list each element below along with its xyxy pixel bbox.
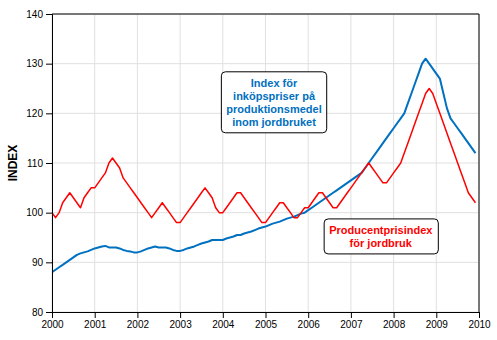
series-line	[52, 59, 475, 273]
x-axis-tick: 2003	[169, 312, 192, 330]
frame-right	[479, 14, 480, 312]
frame-top	[52, 14, 479, 15]
y-axis-tick-label: 90	[32, 257, 44, 268]
grid-line-x	[94, 14, 95, 312]
annotation-box	[324, 219, 438, 254]
annotation-line: för jordbruk	[350, 237, 413, 249]
x-axis-tick: 2001	[84, 312, 107, 330]
x-axis-tick: 2006	[298, 312, 321, 330]
grid-line-x	[350, 14, 351, 312]
annotation-box	[221, 72, 326, 133]
y-axis-tick: 100	[26, 207, 52, 218]
x-axis-tick-mark	[180, 312, 181, 318]
y-axis-tick-mark	[46, 262, 52, 263]
y-axis-tick: 120	[26, 108, 52, 119]
x-axis-tick-label: 2003	[169, 319, 192, 330]
x-axis-tick-mark	[436, 312, 437, 318]
x-axis: 2000 2001 2002 2003 2004 2005 2006 2007 2008 2009…	[41, 312, 491, 330]
x-axis-tick-label: 2000	[41, 319, 64, 330]
annotation: Producentprisindexför jordbruk	[324, 219, 438, 254]
lines	[52, 59, 475, 273]
y-axis-tick-mark	[46, 312, 52, 313]
y-axis-tick: 90	[32, 257, 52, 268]
annotation-line: Index för	[251, 77, 298, 89]
x-axis-tick-label: 2008	[383, 319, 406, 330]
annotation-line: inköpspriser på	[233, 90, 316, 102]
x-axis-tick: 2004	[212, 312, 235, 330]
x-axis-tick: 2000	[41, 312, 64, 330]
grid-line-x	[436, 14, 437, 312]
x-axis-tick: 2002	[127, 312, 150, 330]
y-axis-tick: 140	[26, 9, 52, 20]
x-axis-tick-label: 2010	[468, 319, 491, 330]
grid-line-x	[222, 14, 223, 312]
x-axis-tick: 2007	[340, 312, 363, 330]
x-axis-tick-mark	[394, 312, 395, 318]
x-axis-tick: 2008	[383, 312, 406, 330]
chart: 2000 2001 2002 2003 2004 2005 2006 2007 2008 2009…	[0, 0, 497, 340]
y-axis-tick-mark	[46, 64, 52, 65]
annotation-text: Index förinköpspriser påproduktionsmedel…	[226, 77, 321, 128]
y-axis-tick: 110	[27, 158, 52, 169]
y-axis-tick-mark	[46, 163, 52, 164]
x-axis-tick-mark	[95, 312, 96, 318]
y-axis-tick-label: 130	[26, 58, 43, 69]
grid-line-x	[393, 14, 394, 312]
grid-line-x	[308, 14, 309, 312]
annotation-line: produktionsmedel	[226, 103, 321, 115]
y-axis-line	[46, 15, 53, 313]
x-axis-tick-mark	[137, 312, 138, 318]
x-axis-tick: 2009	[426, 312, 449, 330]
grid-line-x	[479, 14, 480, 312]
y-axis-tick-label: 100	[26, 207, 43, 218]
series-line	[52, 89, 475, 223]
grid-line-x	[265, 14, 266, 312]
grid-line-x	[137, 14, 138, 312]
x-axis-tick-label: 2004	[212, 319, 235, 330]
y-axis-tick-mark	[46, 113, 52, 114]
plot-area: 2000 2001 2002 2003 2004 2005 2006 2007 2008 2009…	[26, 9, 491, 330]
x-axis-tick-label: 2007	[340, 319, 363, 330]
annotation: Index förinköpspriser påproduktionsmedel…	[221, 72, 326, 133]
grid	[52, 14, 479, 312]
y-axis: 80 90 100 110 120 130 140	[26, 9, 52, 318]
y-axis-tick-label: 120	[26, 108, 43, 119]
grid-line-x	[180, 14, 181, 312]
y-axis-tick-mark	[46, 213, 52, 214]
x-axis-tick: 2005	[255, 312, 278, 330]
x-axis-tick-mark	[266, 312, 267, 318]
annotation-line: Producentprisindex	[329, 224, 433, 236]
y-axis-tick: 130	[26, 58, 52, 69]
grid-line-y	[52, 14, 479, 15]
x-axis-tick-label: 2001	[84, 319, 107, 330]
x-axis-tick-mark	[223, 312, 224, 318]
x-axis-tick-mark	[308, 312, 309, 318]
x-axis-tick-label: 2009	[426, 319, 449, 330]
y-axis-tick-label: 110	[27, 158, 43, 169]
y-axis-tick-label: 80	[32, 307, 44, 318]
x-axis-tick-mark	[351, 312, 352, 318]
x-axis-tick-label: 2005	[255, 319, 278, 330]
x-axis-tick-label: 2002	[127, 319, 150, 330]
x-axis-tick: 2010	[468, 312, 491, 330]
x-axis-tick-mark	[479, 312, 480, 318]
y-axis-tick: 80	[32, 307, 52, 318]
annotation-text: Producentprisindexför jordbruk	[329, 224, 433, 249]
y-axis-tick-mark	[46, 14, 52, 15]
y-axis-tick-label: 140	[26, 9, 43, 20]
y-axis-title: INDEX	[6, 145, 20, 182]
annotation-line: inom jordbruket	[232, 116, 316, 128]
x-axis-line	[53, 313, 480, 319]
x-axis-tick-label: 2006	[298, 319, 321, 330]
